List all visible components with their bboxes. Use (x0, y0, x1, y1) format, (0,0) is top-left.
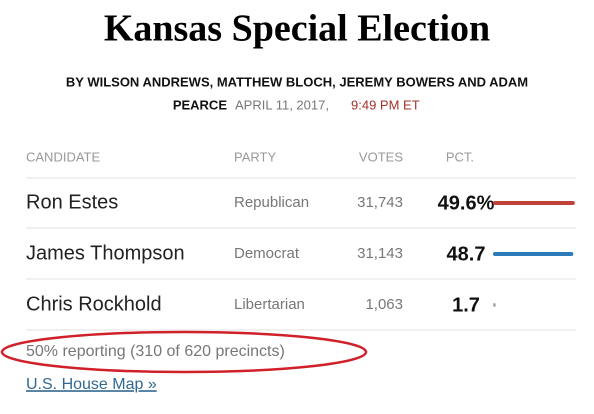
time: 9:49 PM ET (351, 97, 420, 112)
pct-bar (493, 303, 496, 307)
pct: 48.7 (447, 243, 486, 265)
pct: 49.6% (438, 192, 495, 214)
byline: PEARCE (173, 97, 228, 112)
party: Republican (234, 194, 309, 211)
reporting: 50% reporting (310 of 620 precincts) (26, 343, 285, 360)
title: Kansas Special Election (104, 8, 490, 50)
column-header: VOTES (359, 149, 403, 164)
column-header: PCT. (446, 149, 474, 164)
pct-bar (493, 252, 574, 256)
party: Democrat (234, 245, 300, 262)
date: APRIL 11, 2017, (235, 97, 329, 112)
votes: 31,743 (357, 194, 403, 211)
column-header: PARTY (234, 149, 276, 164)
party: Libertarian (234, 296, 305, 313)
candidate: James Thompson (26, 242, 185, 264)
annotation-ellipse (0, 330, 368, 374)
votes: 1,063 (365, 296, 403, 313)
votes: 31,143 (357, 245, 403, 262)
results-table: CANDIDATE PARTY VOTES PCT. Ron Estes Republic… (26, 149, 576, 331)
pct-bar (493, 201, 575, 205)
column-header: CANDIDATE (26, 149, 100, 164)
candidate: Chris Rockhold (26, 293, 162, 315)
house-map-link[interactable]: U.S. House Map » (26, 376, 157, 393)
candidate: Ron Estes (26, 191, 118, 213)
byline: BY WILSON ANDREWS, MATTHEW BLOCH, JEREMY… (66, 74, 528, 89)
pct: 1.7 (452, 294, 480, 316)
